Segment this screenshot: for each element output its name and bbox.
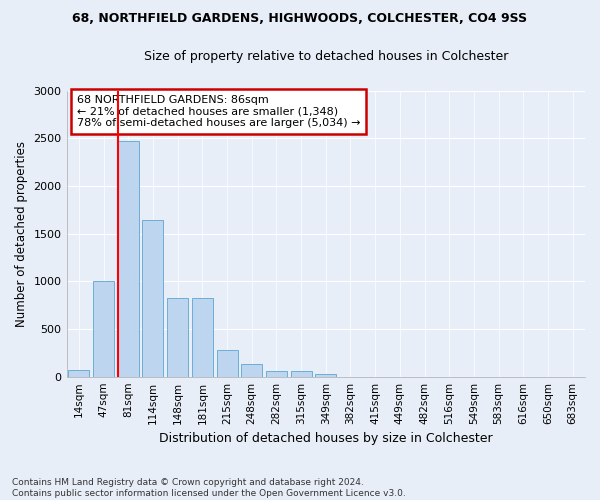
Bar — [167, 298, 188, 376]
Bar — [266, 372, 287, 376]
Y-axis label: Number of detached properties: Number of detached properties — [15, 140, 28, 326]
Bar — [290, 372, 311, 376]
Bar — [68, 370, 89, 376]
Bar — [217, 350, 238, 376]
Text: Contains HM Land Registry data © Crown copyright and database right 2024.
Contai: Contains HM Land Registry data © Crown c… — [12, 478, 406, 498]
Bar — [192, 298, 213, 376]
Bar — [93, 282, 114, 376]
Text: 68 NORTHFIELD GARDENS: 86sqm
← 21% of detached houses are smaller (1,348)
78% of: 68 NORTHFIELD GARDENS: 86sqm ← 21% of de… — [77, 95, 361, 128]
Bar — [241, 364, 262, 376]
X-axis label: Distribution of detached houses by size in Colchester: Distribution of detached houses by size … — [159, 432, 493, 445]
Text: 68, NORTHFIELD GARDENS, HIGHWOODS, COLCHESTER, CO4 9SS: 68, NORTHFIELD GARDENS, HIGHWOODS, COLCH… — [73, 12, 527, 26]
Bar — [142, 220, 163, 376]
Bar — [315, 374, 336, 376]
Title: Size of property relative to detached houses in Colchester: Size of property relative to detached ho… — [143, 50, 508, 63]
Bar — [118, 141, 139, 376]
